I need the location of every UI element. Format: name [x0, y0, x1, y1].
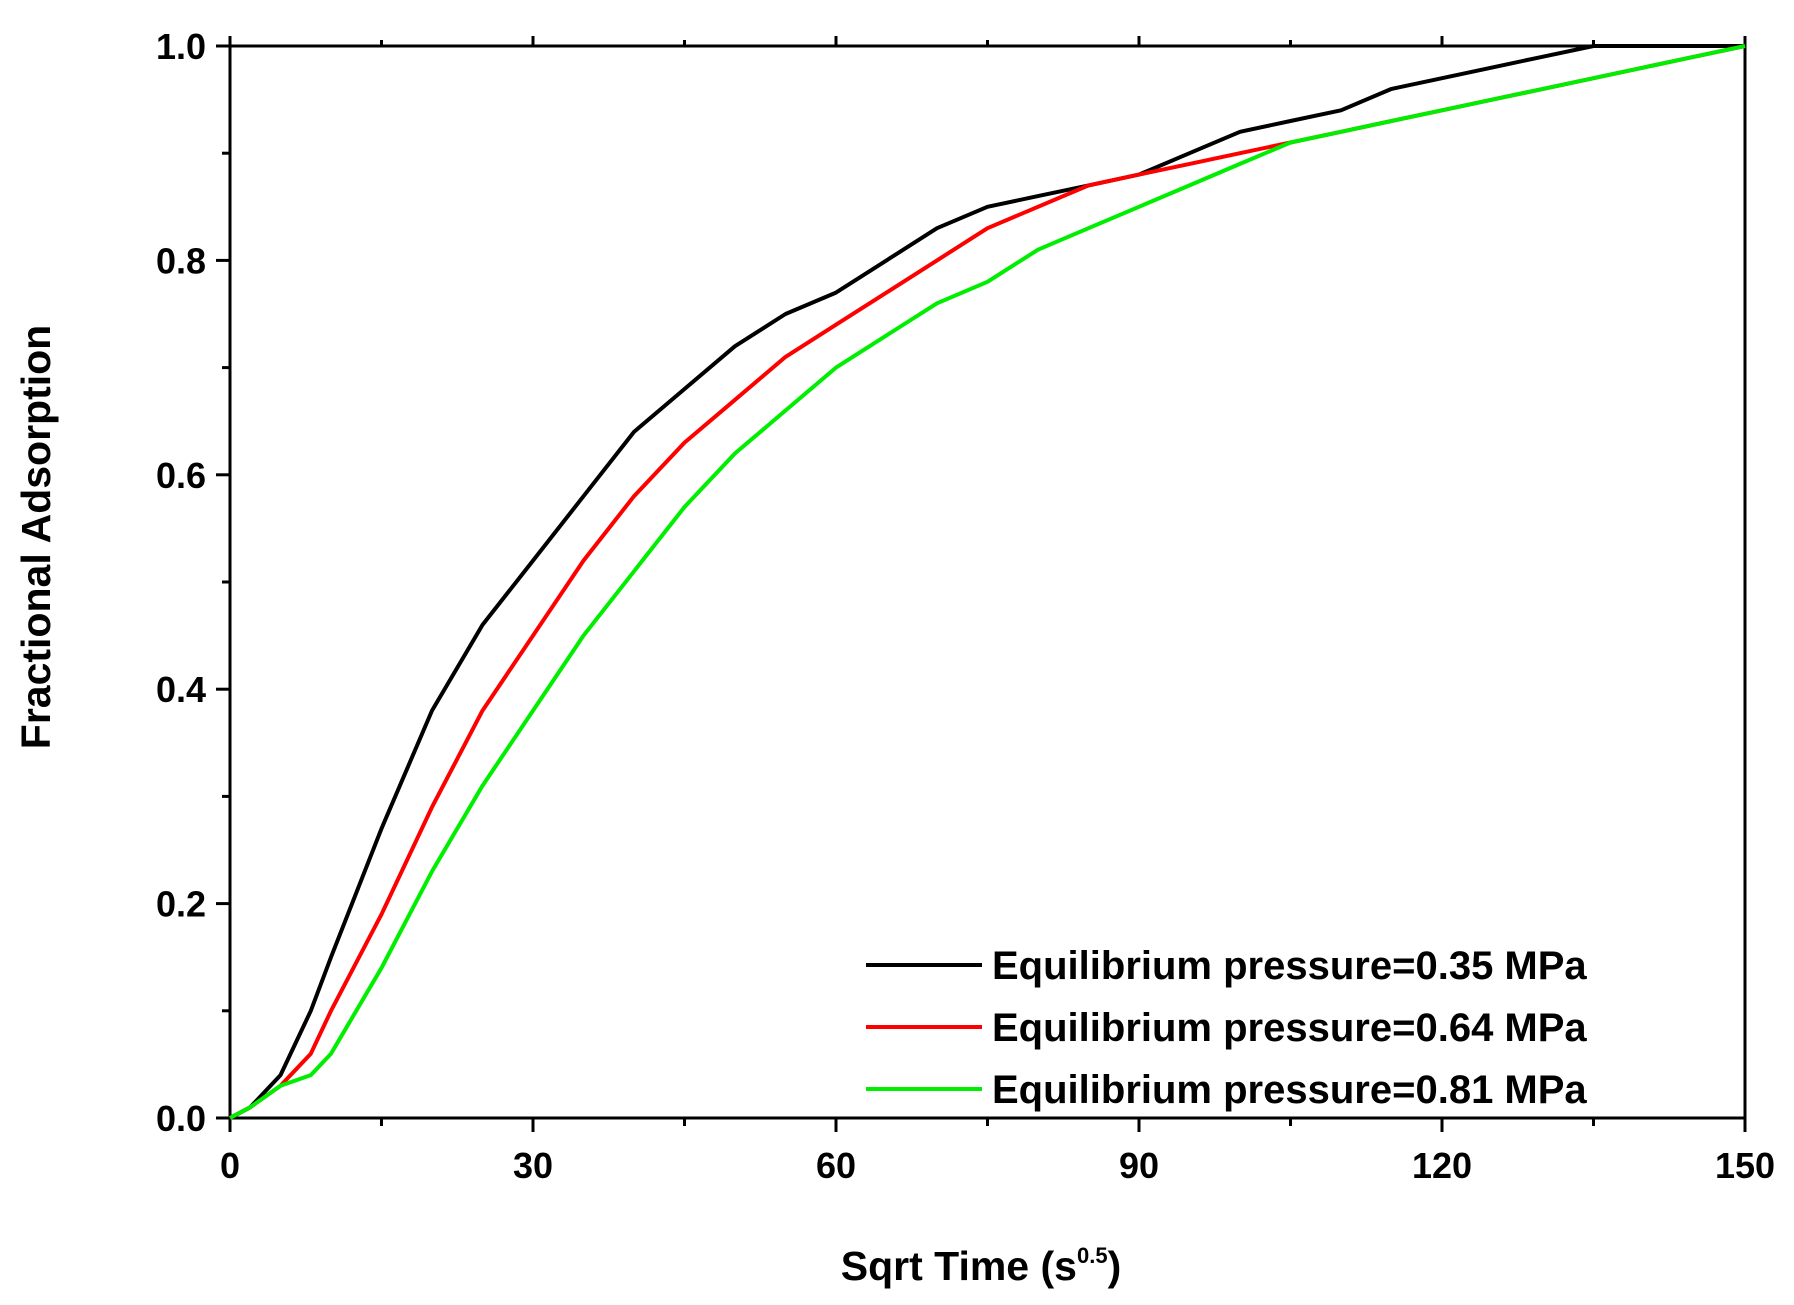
series-line-3	[229, 44, 1746, 1120]
y-tick-label: 0.0	[156, 1098, 206, 1139]
y-tick-label: 0.8	[156, 240, 206, 281]
legend-label-3: Equilibrium pressure=0.81 MPa	[992, 1068, 1587, 1112]
y-tick-label: 0.2	[156, 884, 206, 925]
x-axis-title: Sqrt Time (s0.5)	[841, 1243, 1121, 1289]
y-axis-ticks: 0.0 0.2 0.4 0.6 0.8 1.0	[156, 26, 230, 1139]
y-tick-label: 0.4	[156, 669, 206, 710]
x-axis-title-end: )	[1108, 1243, 1122, 1289]
legend-label-1: Equilibrium pressure=0.35 MPa	[992, 944, 1587, 988]
x-tick-label: 90	[1119, 1145, 1159, 1186]
x-axis-title-exponent: 0.5	[1077, 1243, 1108, 1268]
x-axis-ticks: 0 30 60 90 120 150	[220, 36, 1775, 1186]
legend: Equilibrium pressure=0.35 MPa Equilibrium…	[866, 944, 1587, 1112]
x-tick-label: 120	[1412, 1145, 1472, 1186]
series-line-1	[229, 44, 1745, 1120]
series-lines	[229, 44, 1746, 1120]
x-tick-label: 150	[1715, 1145, 1775, 1186]
x-tick-label: 60	[816, 1145, 856, 1186]
legend-label-2: Equilibrium pressure=0.64 MPa	[992, 1006, 1587, 1050]
x-tick-label: 30	[513, 1145, 553, 1186]
y-axis-title: Fractional Adsorption	[13, 325, 59, 749]
x-axis-title-main: Sqrt Time (s	[841, 1243, 1077, 1289]
y-tick-label: 0.6	[156, 455, 206, 496]
x-tick-label: 0	[220, 1145, 240, 1186]
y-tick-label: 1.0	[156, 26, 206, 67]
